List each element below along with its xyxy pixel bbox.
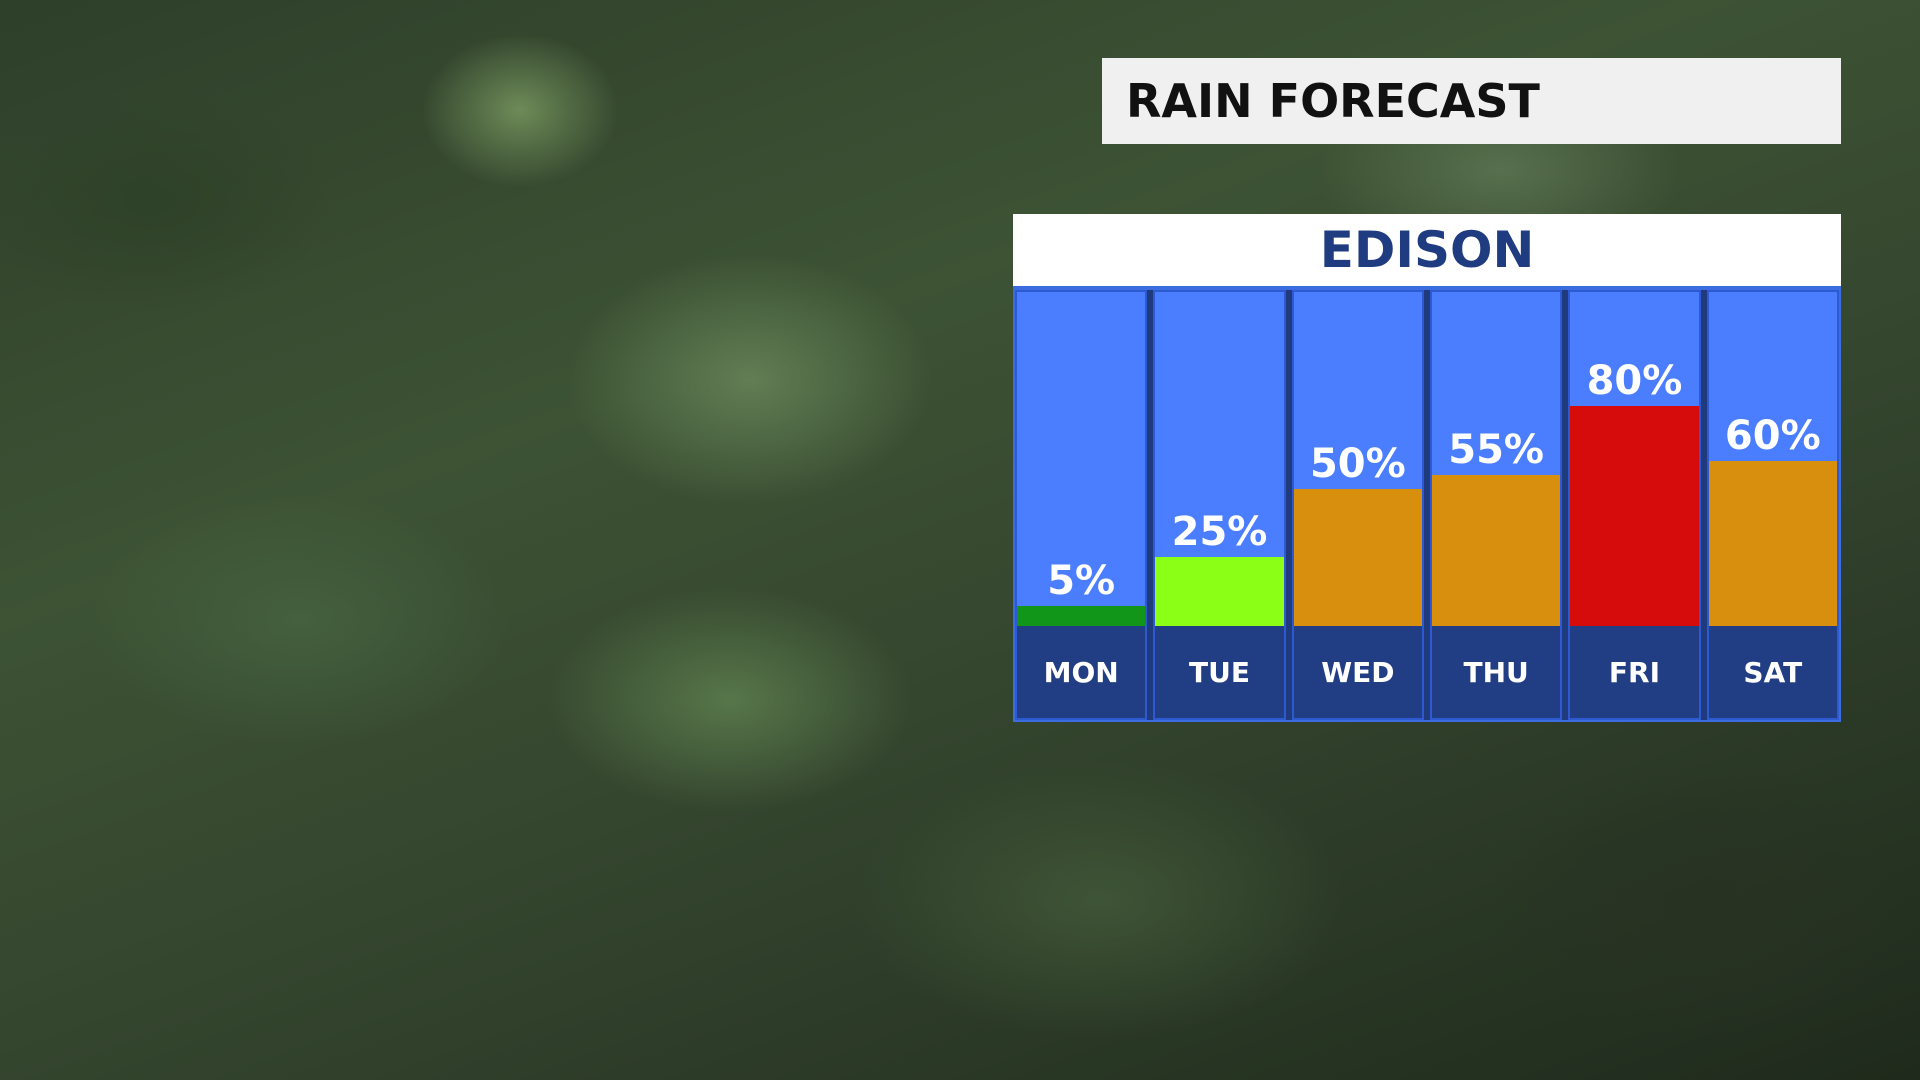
data-label: 80% xyxy=(1586,358,1683,404)
day-column-sat: 60% SAT xyxy=(1706,290,1839,720)
day-column-fri: 80% FRI xyxy=(1568,290,1701,720)
bar-wed xyxy=(1293,488,1422,626)
day-label: FRI xyxy=(1570,626,1699,718)
data-label: 60% xyxy=(1724,413,1821,459)
bar-columns: 5% MON 25% TUE 50% WED 55% THU 80% FRI 60% SAT xyxy=(1015,290,1839,720)
day-label: THU xyxy=(1431,626,1561,718)
bar-sat xyxy=(1708,461,1837,626)
day-label: MON xyxy=(1017,626,1146,718)
data-label: 5% xyxy=(1047,558,1116,604)
title-box: RAIN FORECAST xyxy=(1102,58,1841,144)
day-label: TUE xyxy=(1155,626,1284,718)
day-label: SAT xyxy=(1708,626,1837,718)
bar-thu xyxy=(1431,474,1561,626)
data-label: 50% xyxy=(1309,440,1406,487)
day-column-mon: 5% MON xyxy=(1015,290,1148,720)
bar-fri xyxy=(1570,406,1699,626)
day-label: WED xyxy=(1293,626,1422,718)
bar-mon xyxy=(1017,606,1146,626)
chart-title: EDISON xyxy=(1319,221,1535,279)
day-column-tue: 25% TUE xyxy=(1153,290,1286,720)
page-title: RAIN FORECAST xyxy=(1126,74,1540,128)
rain-chart: EDISON 5% MON 25% TUE 50% WED 55% THU 80% FRI 60% S… xyxy=(1013,214,1841,722)
bar-tue xyxy=(1155,557,1284,626)
day-column-thu: 55% THU xyxy=(1429,290,1563,720)
data-label: 25% xyxy=(1171,509,1268,556)
chart-header: EDISON xyxy=(1013,214,1841,286)
day-column-wed: 50% WED xyxy=(1291,290,1424,720)
data-label: 55% xyxy=(1448,426,1545,473)
